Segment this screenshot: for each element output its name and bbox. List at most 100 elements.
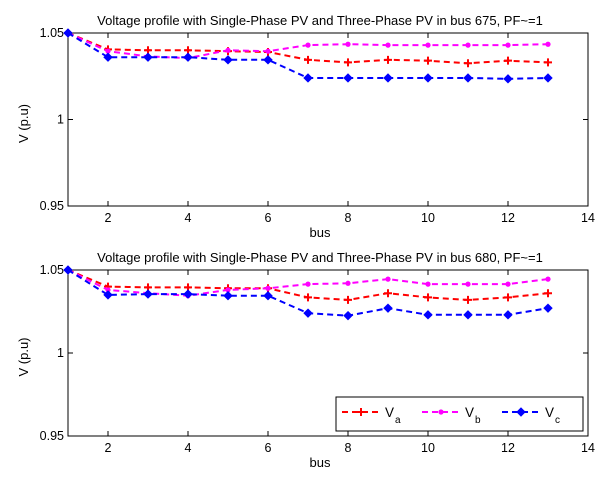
data-point-a (384, 289, 392, 298)
data-point-c (63, 265, 73, 275)
data-point-c (343, 310, 353, 321)
data-point-b (225, 47, 231, 53)
data-point-b (265, 285, 271, 291)
data-point-a (544, 58, 552, 67)
y-axis-label: V (p.u) (16, 337, 31, 376)
data-point-a (344, 295, 352, 304)
data-point-c (383, 73, 393, 83)
y-tick-label: 1.05 (40, 263, 64, 277)
x-tick-label: 14 (581, 211, 595, 225)
data-point-a (424, 293, 432, 302)
data-point-b (105, 48, 111, 54)
data-point-c (183, 52, 193, 62)
x-tick-label: 4 (185, 441, 192, 455)
legend-entry-a: Va (342, 405, 401, 426)
data-point-a (304, 293, 312, 302)
data-point-b (425, 281, 431, 287)
data-point-b (505, 281, 511, 287)
data-point-c (383, 303, 393, 313)
data-point-c (263, 291, 273, 301)
data-point-c (223, 55, 233, 65)
data-point-c (103, 290, 113, 300)
data-point-b (305, 42, 311, 48)
data-point-c (143, 52, 153, 62)
legend-entry-b: Vb (422, 405, 481, 426)
data-point-c (503, 310, 513, 320)
y-axis-label: V (p.u) (16, 104, 31, 143)
data-point-c (183, 289, 193, 299)
x-tick-label: 12 (501, 211, 515, 225)
x-tick-label: 6 (265, 211, 272, 225)
data-point-c (223, 291, 233, 301)
data-point-a (424, 56, 432, 65)
x-tick-label: 4 (185, 211, 192, 225)
x-axis-label: bus (310, 225, 331, 240)
y-tick-label: 0.95 (40, 199, 64, 213)
x-tick-label: 14 (581, 441, 595, 455)
y-tick-label: 0.95 (40, 429, 64, 443)
data-point-a (504, 293, 512, 302)
data-point-b (465, 42, 471, 48)
data-point-c (423, 73, 433, 83)
data-point-b (345, 41, 351, 47)
x-tick-label: 6 (265, 441, 272, 455)
legend-label: V (465, 405, 474, 420)
legend-swatch-marker (357, 408, 365, 416)
x-tick-label: 8 (345, 211, 352, 225)
data-point-c (423, 310, 433, 320)
y-tick-label: 1 (57, 113, 64, 127)
legend-box (335, 396, 584, 432)
legend-label-subscript: b (475, 415, 481, 426)
data-point-b (385, 42, 391, 48)
data-point-b (505, 42, 511, 48)
data-point-b (225, 287, 231, 293)
data-point-b (465, 281, 471, 287)
data-point-c (303, 73, 313, 83)
chart-2: Voltage profile with Single-Phase PV and… (16, 250, 595, 470)
data-point-a (384, 55, 392, 64)
data-point-a (544, 289, 552, 298)
data-point-a (464, 295, 472, 304)
data-point-b (425, 42, 431, 48)
x-tick-label: 10 (421, 441, 435, 455)
data-point-b (545, 41, 551, 47)
x-axis-label: bus (310, 455, 331, 470)
legend-label: V (545, 405, 554, 420)
x-tick-label: 10 (421, 211, 435, 225)
data-point-c (303, 308, 313, 318)
data-point-c (103, 52, 113, 62)
chart-title: Voltage profile with Single-Phase PV and… (97, 250, 543, 265)
data-point-c (463, 310, 473, 320)
data-point-b (105, 287, 111, 293)
y-tick-label: 1.05 (40, 26, 64, 40)
x-tick-label: 2 (105, 211, 112, 225)
data-point-c (543, 73, 553, 83)
data-point-a (344, 58, 352, 67)
x-tick-label: 2 (105, 441, 112, 455)
data-point-b (265, 48, 271, 54)
chart-1: Voltage profile with Single-Phase PV and… (16, 13, 595, 240)
series-c (63, 265, 553, 321)
data-point-a (304, 55, 312, 64)
data-point-b (345, 280, 351, 286)
data-point-c (463, 73, 473, 83)
legend-label-subscript: c (555, 415, 560, 426)
data-point-c (343, 73, 353, 83)
legend-label: V (385, 405, 394, 420)
data-point-b (305, 281, 311, 287)
chart-title: Voltage profile with Single-Phase PV and… (97, 13, 543, 28)
x-tick-label: 12 (501, 441, 515, 455)
legend-label-subscript: a (395, 415, 401, 426)
legend-swatch-marker (438, 409, 444, 415)
data-point-c (543, 303, 553, 313)
legend-entry-c: Vc (502, 405, 560, 426)
data-point-b (545, 276, 551, 282)
series-c (63, 28, 553, 84)
data-point-a (464, 59, 472, 68)
x-tick-label: 8 (345, 441, 352, 455)
data-point-c (503, 74, 513, 84)
data-point-c (263, 55, 273, 65)
data-point-c (63, 28, 73, 38)
